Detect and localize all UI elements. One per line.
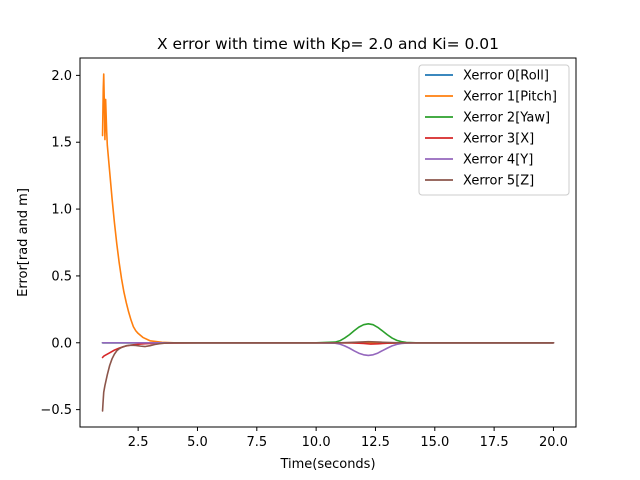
x-tick-label: 17.5 (480, 435, 509, 450)
x-tick-label: 20.0 (539, 435, 568, 450)
legend-label: Xerror 1[Pitch] (463, 90, 557, 105)
legend-label: Xerror 2[Yaw] (463, 111, 550, 126)
series-line-5 (101, 340, 555, 412)
x-tick-label: 12.5 (361, 435, 390, 450)
legend-label: Xerror 0[Roll] (463, 69, 549, 84)
y-tick-label: 1.0 (51, 203, 72, 218)
y-tick-label: 0.5 (51, 269, 72, 284)
x-axis-label: Time(seconds) (279, 457, 375, 472)
x-tick-label: 15.0 (420, 435, 449, 450)
x-tick-label: 5.0 (187, 435, 208, 450)
legend-label: Xerror 4[Y] (463, 153, 533, 168)
y-axis: −0.5 0.0 0.5 1.0 1.5 2.0 (40, 69, 80, 418)
y-tick-label: 1.5 (51, 136, 72, 151)
y-tick-label: 2.0 (51, 69, 72, 84)
y-tick-label: 0.0 (51, 336, 72, 351)
plot-frame (79, 57, 577, 428)
x-tick-label: 7.5 (246, 435, 267, 450)
legend-label: Xerror 5[Z] (463, 174, 534, 189)
x-tick-label: 2.5 (128, 435, 149, 450)
y-axis-label: Error[rad and m] (16, 188, 31, 297)
x-tick-label: 10.0 (302, 435, 331, 450)
series-layer (101, 73, 555, 412)
legend: Xerror 0[Roll] Xerror 1[Pitch] Xerror 2[Ya… (418, 64, 570, 196)
y-tick-label: −0.5 (40, 403, 72, 418)
x-axis: 2.5 5.0 7.5 10.0 12.5 15.0 17.5 20.0 (128, 427, 568, 450)
legend-label: Xerror 3[X] (463, 132, 534, 147)
legend-box (418, 64, 570, 196)
chart-title: X error with time with Kp= 2.0 and Ki= 0… (157, 35, 499, 53)
